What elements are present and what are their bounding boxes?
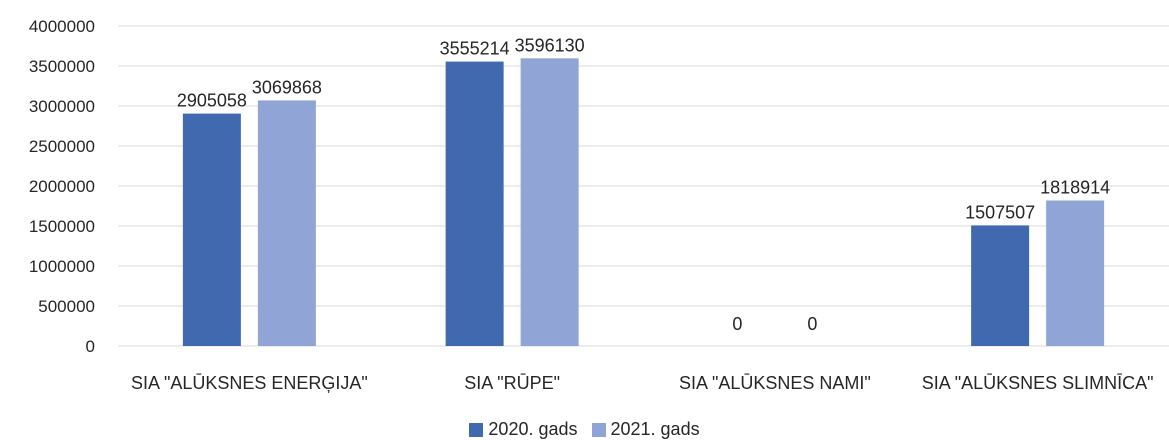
bar-2020-gads-cat1 bbox=[445, 61, 504, 346]
y-tick-label: 2500000 bbox=[29, 137, 95, 156]
category-label: SIA "ALŪKSNES ENERĢIJA" bbox=[131, 373, 368, 393]
y-tick-label: 3500000 bbox=[29, 57, 95, 76]
y-tick-label: 0 bbox=[86, 337, 95, 356]
legend-item-2020: 2020. gads bbox=[469, 419, 578, 440]
data-label: 1507507 bbox=[965, 202, 1035, 222]
category-label: SIA "RŪPE" bbox=[464, 373, 560, 393]
data-label: 2905058 bbox=[177, 91, 247, 111]
data-label: 0 bbox=[732, 314, 742, 334]
y-tick-label: 4000000 bbox=[29, 17, 95, 36]
category-label: SIA "ALŪKSNES SLIMNĪCA" bbox=[922, 373, 1154, 393]
data-label: 3555214 bbox=[440, 39, 510, 59]
data-label: 0 bbox=[807, 314, 817, 334]
legend-swatch-2021 bbox=[591, 422, 606, 437]
bar-2020-gads-cat0 bbox=[182, 113, 241, 346]
legend-label-2020: 2020. gads bbox=[488, 419, 578, 439]
y-axis-ticks: 0 500000 1000000 1500000 2000000 2500000 30000… bbox=[29, 17, 95, 356]
bar-2021-gads-cat0 bbox=[257, 100, 316, 347]
category-label: SIA "ALŪKSNES NAMI" bbox=[679, 373, 871, 393]
bar-2021-gads-cat1 bbox=[520, 58, 579, 346]
legend-item-2021: 2021. gads bbox=[591, 419, 700, 440]
y-tick-label: 2000000 bbox=[29, 177, 95, 196]
legend-label-2021: 2021. gads bbox=[610, 419, 700, 439]
y-tick-label: 1000000 bbox=[29, 257, 95, 276]
y-tick-label: 1500000 bbox=[29, 217, 95, 236]
legend-swatch-2020 bbox=[469, 422, 484, 437]
y-tick-label: 500000 bbox=[38, 297, 95, 316]
legend: 2020. gads 2021. gads bbox=[0, 419, 1169, 440]
data-label: 3069868 bbox=[252, 77, 322, 97]
data-label: 3596130 bbox=[515, 35, 585, 55]
bar-2020-gads-cat3 bbox=[971, 225, 1030, 346]
data-label: 1818914 bbox=[1040, 177, 1110, 197]
bar-2021-gads-cat3 bbox=[1046, 200, 1105, 346]
y-tick-label: 3000000 bbox=[29, 97, 95, 116]
bars bbox=[182, 58, 1105, 347]
x-axis-categories: SIA "ALŪKSNES ENERĢIJA" SIA "RŪPE" SIA "AL… bbox=[131, 373, 1154, 393]
